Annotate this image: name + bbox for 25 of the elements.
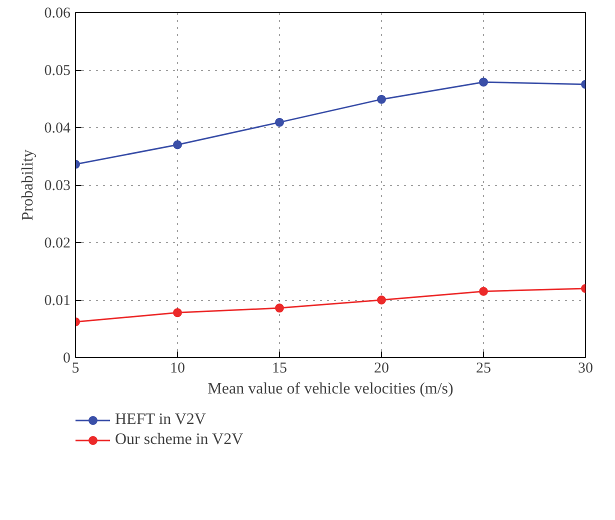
y-tick-label: 0.04 bbox=[44, 120, 71, 136]
point bbox=[275, 304, 284, 313]
y-tick-label: 0.02 bbox=[44, 236, 70, 252]
point bbox=[275, 118, 284, 127]
y-tick-label: 0.01 bbox=[44, 293, 70, 309]
x-tick-label: 20 bbox=[374, 360, 389, 376]
point bbox=[479, 78, 488, 87]
x-tick-label: 30 bbox=[578, 360, 593, 376]
point bbox=[377, 296, 386, 304]
y-axis-title: Probability bbox=[19, 149, 36, 221]
y-tick-label: 0.03 bbox=[44, 178, 70, 194]
x-tick-label: 10 bbox=[170, 360, 185, 376]
point bbox=[479, 286, 488, 296]
point bbox=[377, 94, 386, 104]
x-tick-label: 15 bbox=[272, 360, 287, 376]
legend-label: Our scheme in V2V bbox=[115, 431, 244, 449]
point bbox=[173, 308, 182, 318]
y-tick-label: 0 bbox=[63, 350, 70, 366]
x-axis-title: Mean value of vehicle velocities (m/s) bbox=[208, 380, 454, 398]
y-tick-label: 0.06 bbox=[44, 6, 71, 22]
x-tick-label: 5 bbox=[72, 360, 80, 376]
point bbox=[173, 140, 182, 150]
legend-label: HEFT in V2V bbox=[115, 411, 206, 429]
y-tick-label: 0.05 bbox=[44, 63, 70, 79]
x-tick-label: 25 bbox=[476, 360, 491, 376]
